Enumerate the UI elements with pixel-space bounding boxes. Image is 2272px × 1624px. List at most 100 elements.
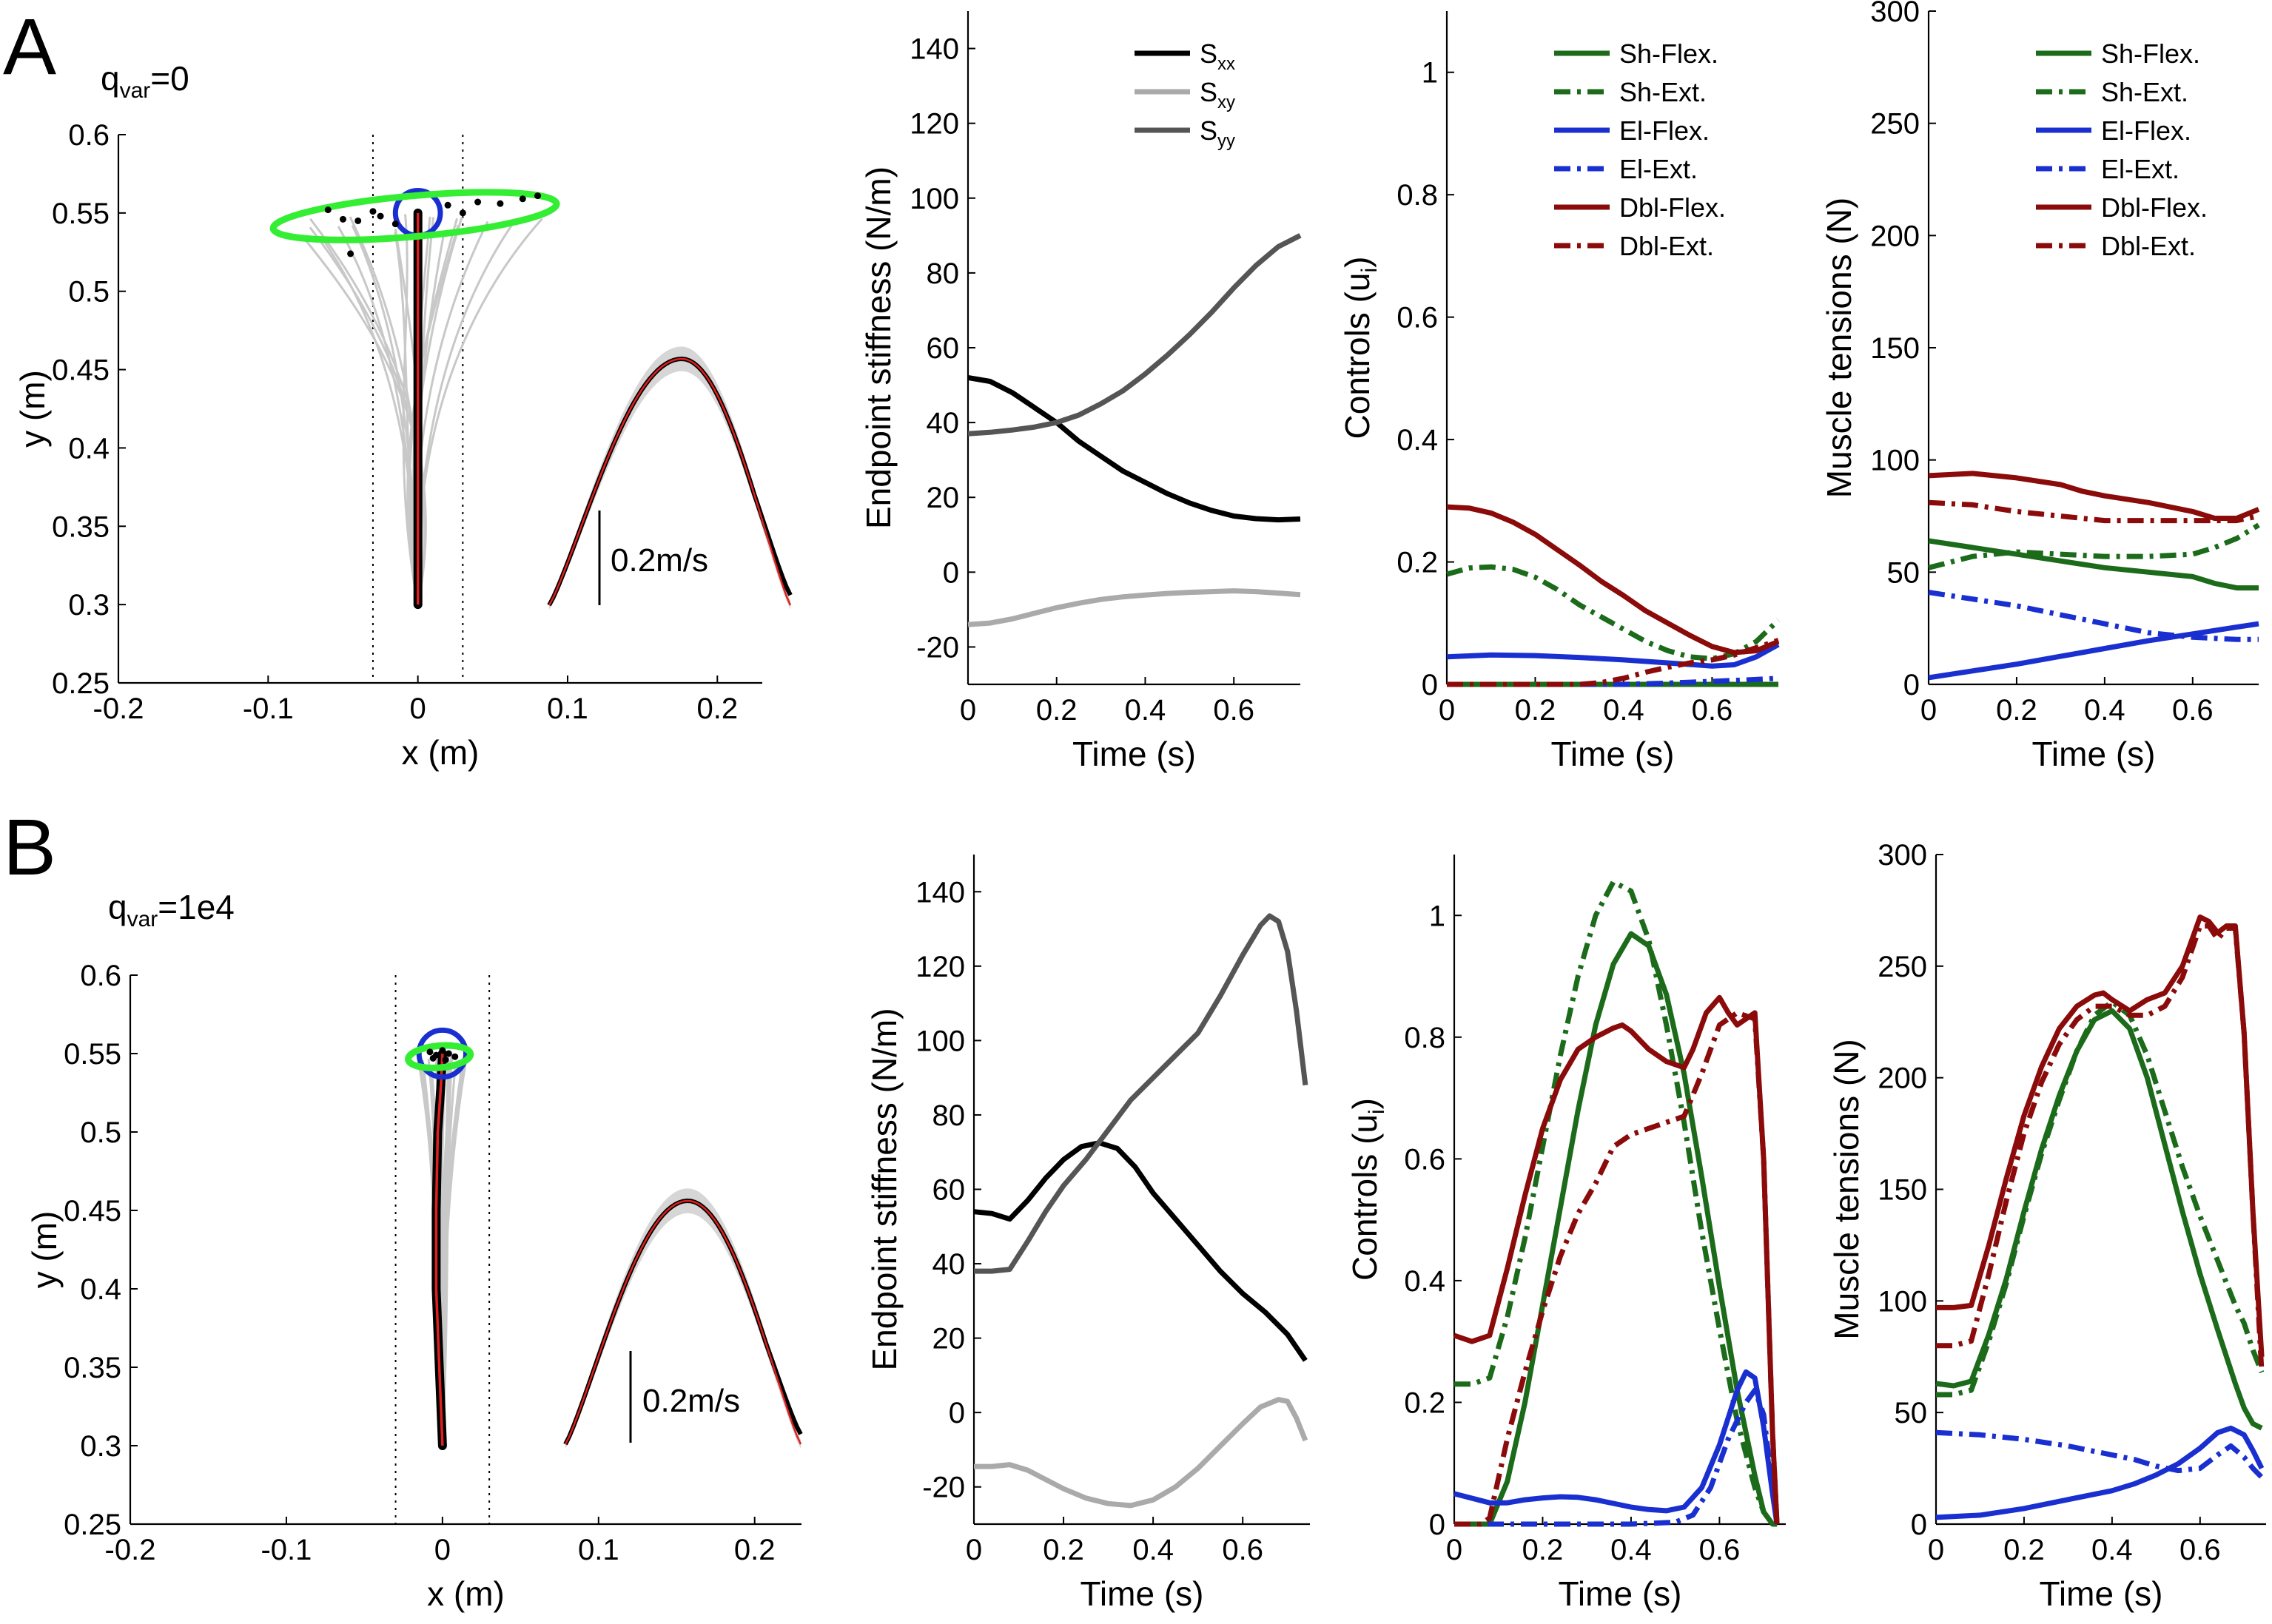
x-tick-label: -0.1 [261, 1534, 312, 1566]
series-line-sh-ext- [1454, 879, 1778, 1527]
y-tick-label: 0.55 [64, 1038, 121, 1071]
x-tick-label: 0.6 [1213, 694, 1254, 727]
series-line-sh-ext- [1446, 564, 1781, 661]
y-tick-label: 0.35 [52, 511, 110, 543]
endpoint-dot [369, 208, 377, 215]
y-tick-label: -20 [916, 631, 959, 664]
endpoint-dot [339, 215, 346, 223]
legend-label: Dbl-Ext. [1619, 231, 1714, 261]
series-line-el-flex- [1935, 1425, 2265, 1520]
x-tick-label: 0.6 [2179, 1534, 2221, 1566]
endpoint-dot [444, 201, 451, 209]
x-tick-label: 0.6 [1692, 694, 1733, 727]
x-tick-label: 0.6 [2172, 694, 2214, 727]
series-line-xy [974, 1397, 1308, 1509]
panel-letters: A B qvar=0 qvar=1e4 [3, 1, 235, 931]
series-line-sh-ext- [1928, 522, 2260, 570]
x-axis-label: Time (s) [1559, 1574, 1682, 1613]
chart-B-traj: -0.2 -0.1 0 0.1 0.2 0.25 0.3 0.35 0.4 0.45 0.5 0.55… [25, 960, 803, 1613]
y-tick-label: 0.6 [1397, 302, 1438, 334]
y-tick-label: -20 [922, 1472, 965, 1504]
chart-B-tens: 0 0.2 0.4 0.6 0 50 100 150 200 250 300 Time (s) Musc… [1827, 839, 2266, 1613]
series-line-dbl-flex- [1453, 994, 1780, 1525]
velocity-ideal [564, 1199, 802, 1445]
legend-label: Sh-Ext. [1619, 77, 1707, 107]
y-tick-label: 120 [910, 108, 959, 141]
x-tick-label: 0.2 [2003, 1534, 2045, 1566]
chart-A-traj: -0.2 -0.1 0 0.1 0.2 0.25 0.3 0.35 0.4 0.45 0.5 0.55… [13, 119, 793, 772]
legend-label: El-Ext. [2101, 154, 2179, 184]
y-tick-label: 0 [1429, 1509, 1445, 1541]
velocity-scale-label: 0.2m/s [611, 542, 708, 579]
x-tick-label: 0.4 [1603, 694, 1644, 727]
endpoint-dot [497, 200, 504, 207]
series-line-dbl-ext- [1936, 923, 2265, 1373]
legend-label: Dbl-Ext. [2101, 231, 2196, 261]
endpoint-dot [459, 209, 466, 217]
endpoint-dot [354, 217, 362, 224]
y-tick-label: 0.55 [52, 198, 110, 230]
x-tick-label: 0.2 [1515, 694, 1556, 727]
qvar-label-B: qvar=1e4 [108, 888, 235, 931]
sample-trajectory [309, 226, 426, 605]
series-line-sh-flex- [1928, 538, 2259, 591]
legend-label: Syy [1200, 115, 1235, 151]
x-tick-label: 0.1 [578, 1534, 619, 1566]
x-tick-label: 0.2 [734, 1534, 776, 1566]
legend: Sh-Flex. Sh-Ext. El-Flex. El-Ext. Dbl-Flex. D… [2036, 38, 2208, 261]
chart-B-ctrl: 0 0.2 0.4 0.6 0 0.2 0.4 0.6 0.8 1 Time (s) Controls… [1345, 855, 1786, 1613]
qvar-label-A: qvar=0 [101, 59, 189, 103]
y-tick-label: 20 [932, 1323, 966, 1355]
series-line-el-flex- [1928, 621, 2259, 681]
legend-label: Sxx [1200, 38, 1235, 74]
y-tick-label: 1 [1422, 57, 1438, 90]
endpoint-dot [519, 195, 526, 203]
series-line-sh-flex- [1935, 1008, 2263, 1431]
y-tick-label: 0.25 [52, 667, 110, 700]
y-tick-label: 0.4 [68, 432, 110, 465]
series-line-dbl-ext- [1928, 499, 2259, 524]
x-tick-label: 0.6 [1699, 1534, 1741, 1566]
endpoint-dot [347, 250, 354, 257]
series-line-yy [974, 913, 1308, 1274]
charts-layer: -0.2 -0.1 0 0.1 0.20.250.30.350.40.450.50.55… [13, 0, 2266, 1613]
y-axis-label: Controls (ui) [1345, 1098, 1389, 1281]
x-tick-label: -0.2 [105, 1534, 156, 1566]
legend-label: Sxy [1200, 77, 1235, 112]
y-axis-label: y (m) [25, 1211, 64, 1289]
series-line-dbl-flex- [1928, 471, 2260, 521]
endpoint-dot [429, 1054, 437, 1062]
y-tick-label: 40 [927, 407, 960, 439]
x-tick-label: 0 [1920, 694, 1937, 727]
y-tick-label: 300 [1870, 0, 1920, 28]
series-line-dbl-flex- [1446, 504, 1780, 656]
x-tick-label: -0.1 [243, 693, 294, 725]
y-axis-label: Controls (ui) [1338, 257, 1382, 439]
series-line-el-ext- [1928, 590, 2259, 642]
y-tick-label: 300 [1878, 839, 1927, 872]
x-tick-label: 0.2 [1522, 1534, 1564, 1566]
y-tick-label: 0.3 [68, 589, 110, 621]
legend: Sh-Flex. Sh-Ext. El-Flex. El-Ext. Dbl-Flex. D… [1554, 38, 1726, 261]
y-tick-label: 40 [932, 1248, 966, 1281]
x-tick-label: 0.4 [1125, 694, 1166, 727]
y-tick-label: 0.4 [1397, 424, 1438, 456]
series-line-sh-flex- [1454, 931, 1778, 1527]
x-tick-label: 0 [966, 1534, 982, 1566]
x-axis-label: x (m) [402, 733, 480, 772]
x-tick-label: 0.2 [696, 693, 738, 725]
legend-label: Dbl-Flex. [1619, 192, 1726, 223]
y-tick-label: 0 [1903, 669, 1920, 701]
endpoint-dot [445, 1050, 452, 1057]
x-tick-label: 0.4 [1132, 1534, 1174, 1566]
panel-letter-A: A [3, 1, 56, 91]
y-axis-label: Muscle tensions (N) [1820, 198, 1858, 498]
y-tick-label: 0 [1422, 669, 1438, 701]
x-tick-label: -0.2 [93, 693, 144, 725]
legend-label: El-Ext. [1619, 154, 1698, 184]
endpoint-dot [439, 1047, 446, 1054]
x-tick-label: 0.6 [1222, 1534, 1263, 1566]
y-tick-label: 0.5 [80, 1116, 121, 1149]
